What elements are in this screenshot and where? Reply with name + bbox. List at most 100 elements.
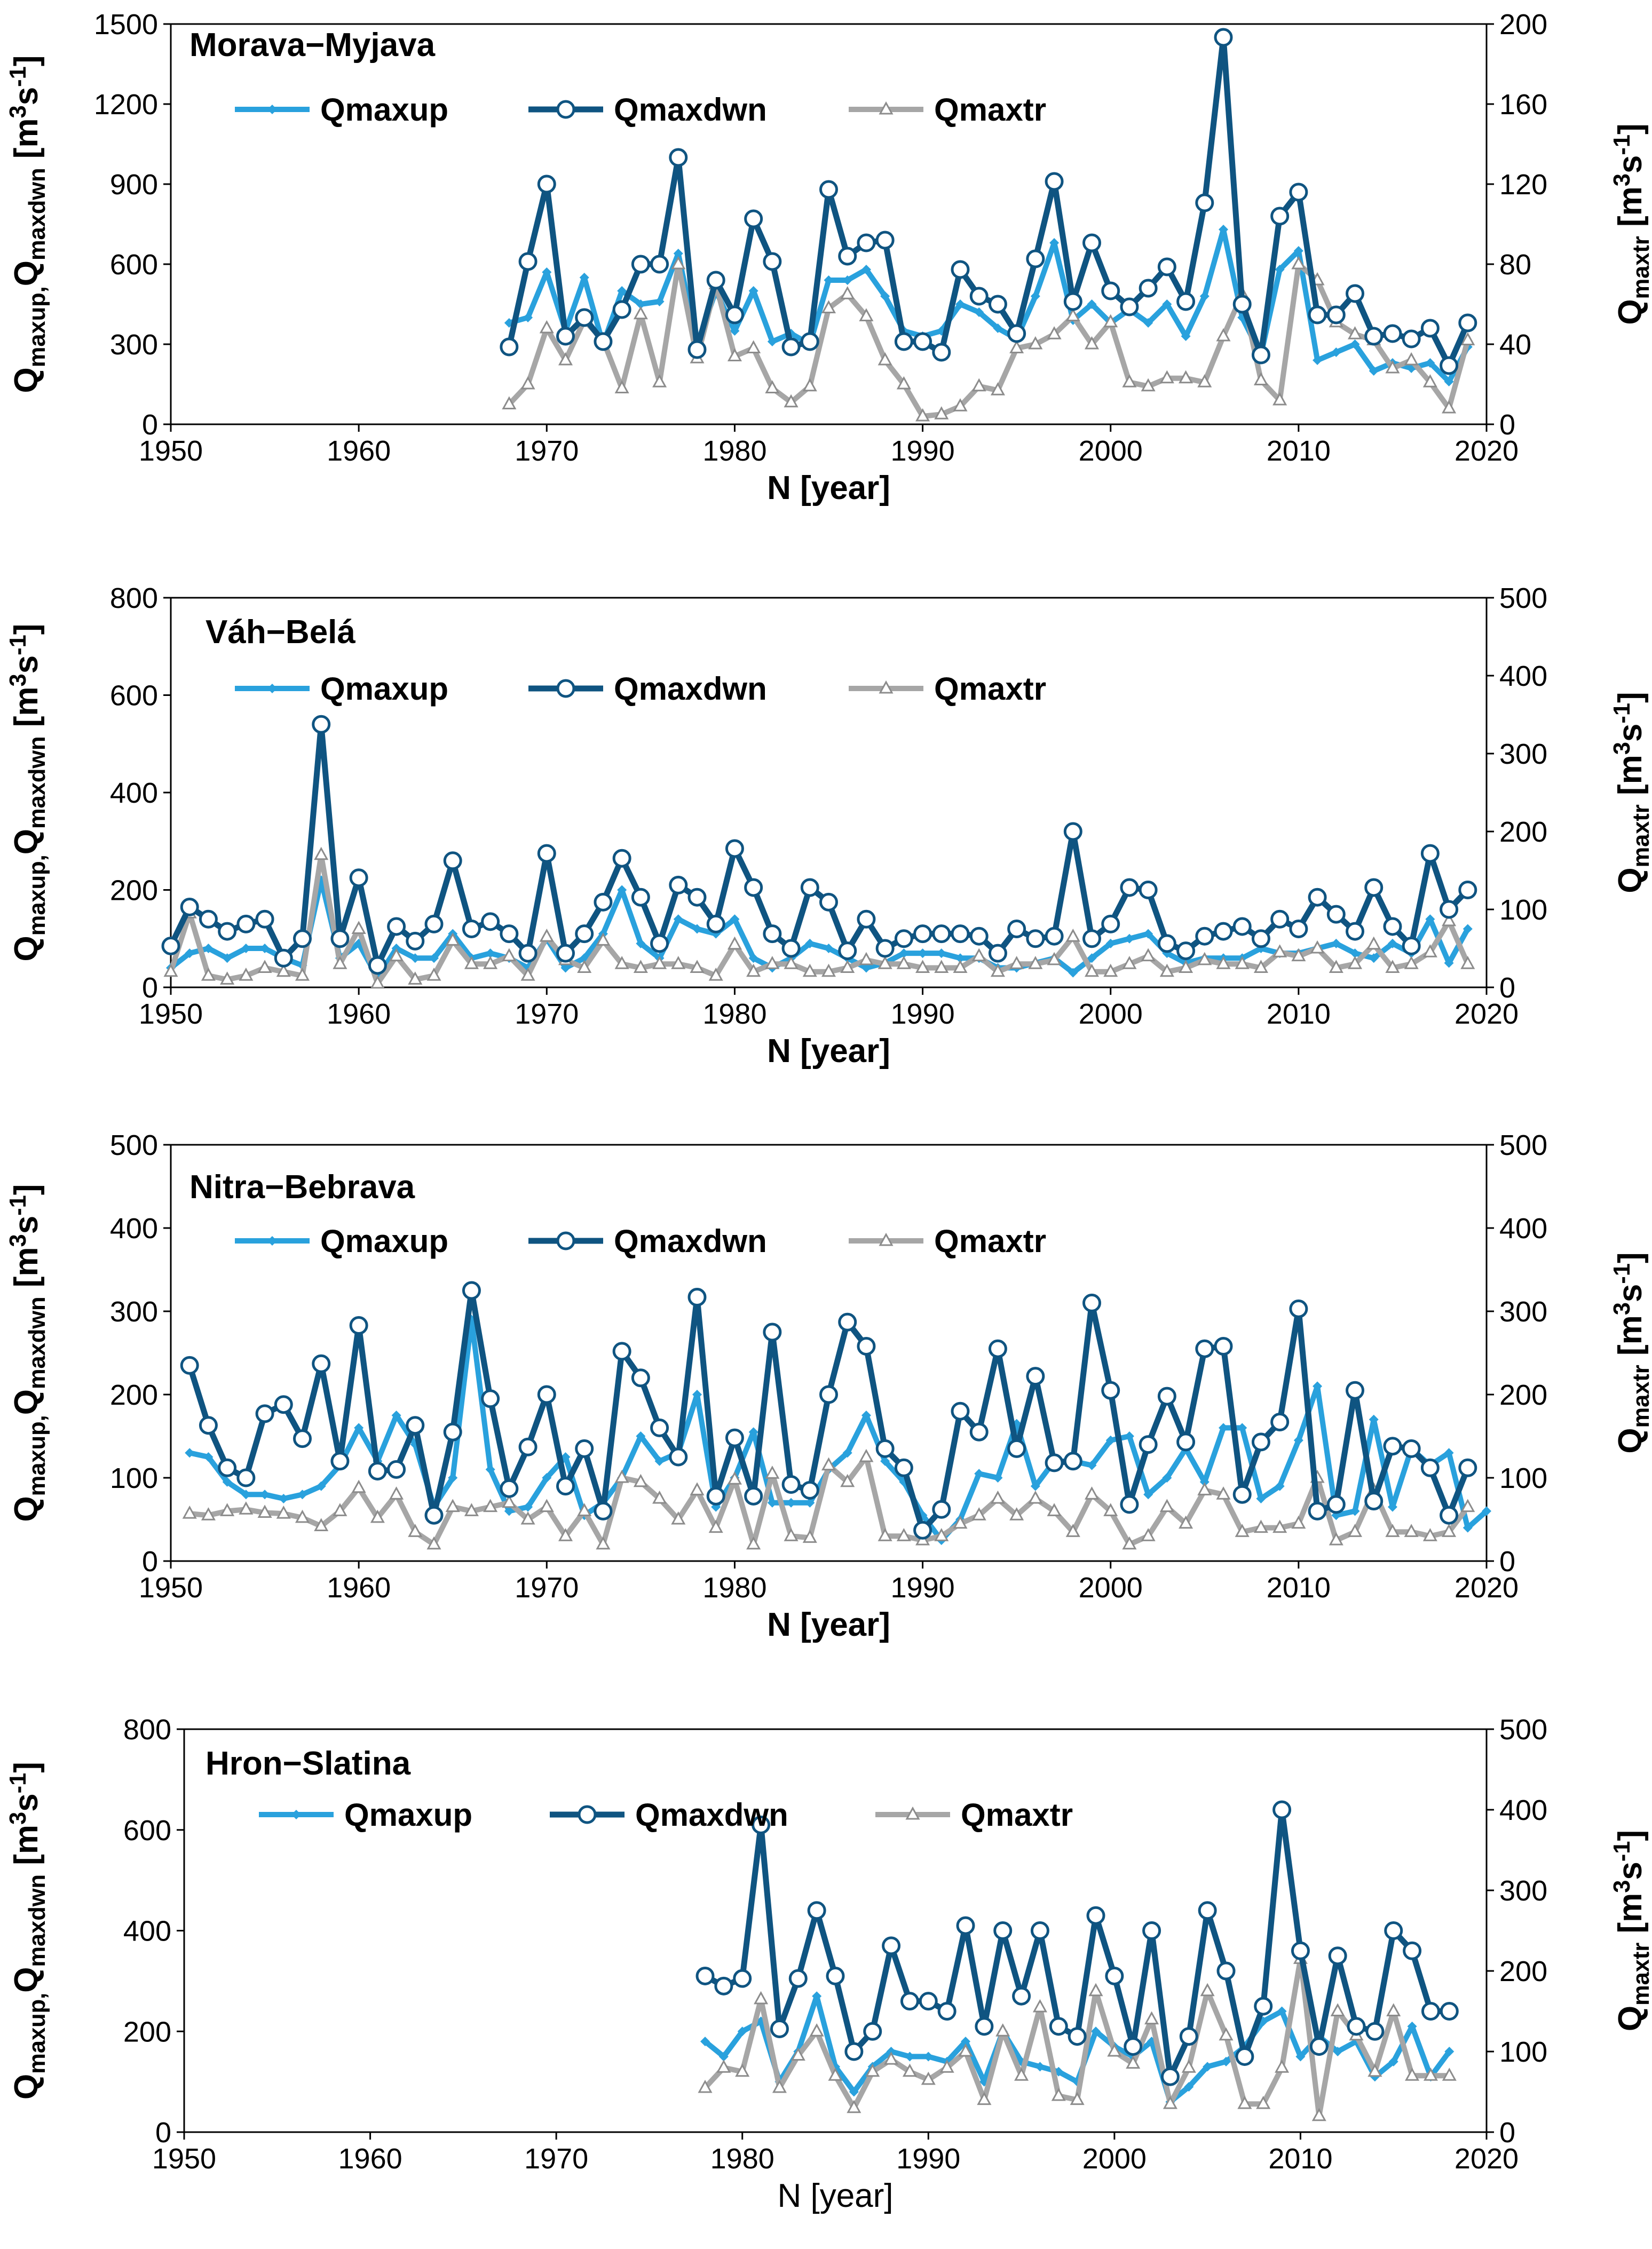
data-point-Qmaxtr [295, 1509, 310, 1523]
data-point-Qmaxup [1482, 1506, 1491, 1516]
data-point-Qmaxdwn [631, 888, 650, 907]
data-point-Qmaxdwn [1105, 1966, 1124, 1985]
data-point-Qmaxdwn [932, 924, 951, 944]
legend: Qmaxup Qmaxdwn Qmaxtr [235, 671, 1046, 707]
data-point-Qmaxtr [257, 1504, 272, 1518]
data-point-Qmaxup [185, 1448, 195, 1458]
data-point-Qmaxdwn [1195, 1339, 1214, 1358]
data-point-Qmaxdwn [826, 1966, 845, 1985]
data-point-Qmaxdwn [894, 332, 913, 351]
y-left-tick-label: 0 [142, 1546, 158, 1578]
y-right-tick-label: 40 [1499, 329, 1531, 361]
data-point-Qmaxtr [1237, 2096, 1252, 2109]
data-point-Qmaxup [805, 1498, 815, 1508]
data-point-Qmaxdwn [274, 948, 293, 968]
legend-label-Qmaxtr: Qmaxtr [934, 671, 1046, 707]
legend-label-Qmaxdwn: Qmaxdwn [614, 1223, 767, 1259]
legend-label-Qmaxup: Qmaxup [320, 1223, 448, 1259]
data-point-Qmaxup [1237, 1423, 1247, 1433]
legend-label-Qmaxdwn: Qmaxdwn [635, 1797, 788, 1833]
data-point-Qmaxdwn [669, 1447, 688, 1467]
data-point-Qmaxtr [1460, 956, 1475, 969]
series-Qmaxtr [163, 846, 1475, 989]
data-point-Qmaxup [718, 2052, 729, 2062]
y-right-tick-label: 0 [1499, 2117, 1515, 2149]
data-point-Qmaxup [700, 2037, 710, 2047]
data-point-Qmaxdwn [1101, 281, 1120, 300]
data-point-Qmaxtr [896, 956, 911, 969]
data-point-Qmaxdwn [875, 231, 895, 250]
x-tick-label: 2000 [1079, 998, 1143, 1030]
data-point-Qmaxtr [735, 2063, 750, 2077]
data-point-Qmaxup [918, 948, 928, 959]
data-point-Qmaxdwn [669, 875, 688, 894]
data-point-Qmaxtr [1385, 360, 1400, 374]
data-point-Qmaxup [1333, 2047, 1343, 2056]
data-point-Qmaxup [523, 1502, 533, 1512]
data-point-Qmaxtr [1028, 956, 1043, 969]
data-point-Qmaxtr [333, 1503, 347, 1516]
data-point-Qmaxtr [1084, 1486, 1100, 1500]
data-point-Qmaxdwn [788, 1969, 808, 1988]
data-point-Qmaxup [673, 914, 683, 924]
data-point-Qmaxtr [1329, 960, 1343, 973]
data-point-Qmaxdwn [556, 327, 575, 346]
data-point-Qmaxtr [1122, 1536, 1137, 1550]
x-tick-label: 1980 [702, 435, 766, 467]
data-point-Qmaxtr [765, 956, 780, 969]
data-point-Qmaxup [737, 2026, 747, 2037]
data-point-Qmaxtr [1253, 372, 1268, 385]
data-point-Qmaxdwn [1383, 324, 1402, 343]
data-point-Qmaxtr [746, 963, 761, 977]
data-point-Qmaxdwn [1270, 207, 1290, 226]
data-point-Qmaxtr [971, 378, 986, 392]
data-point-Qmaxtr [1275, 2060, 1290, 2073]
data-point-Qmaxup [523, 313, 533, 322]
x-tick-label: 2000 [1079, 1572, 1143, 1604]
data-point-Qmaxdwn [1063, 1452, 1082, 1471]
data-point-Qmaxup [1463, 924, 1473, 934]
data-point-Qmaxtr [1385, 1524, 1400, 1537]
data-point-Qmaxtr [520, 376, 535, 390]
data-point-Qmaxtr [802, 378, 817, 392]
data-point-Qmaxup [1203, 2062, 1213, 2072]
x-tick-label: 2020 [1455, 998, 1519, 1030]
data-point-Qmaxup [673, 249, 683, 258]
y-right-tick-label: 200 [1499, 1379, 1547, 1411]
x-tick-label: 1990 [896, 2143, 960, 2175]
data-point-Qmaxdwn [1291, 1941, 1310, 1960]
data-point-Qmaxdwn [1086, 1906, 1105, 1925]
legend-label-Qmaxup: Qmaxup [344, 1797, 472, 1833]
data-point-Qmaxtr [1405, 2068, 1420, 2081]
data-point-Qmaxdwn [518, 944, 538, 963]
data-point-Qmaxdwn [1068, 2027, 1087, 2046]
data-point-Qmaxtr [333, 956, 347, 969]
series-Qmaxdwn [695, 1800, 1459, 2086]
data-point-Qmaxdwn [594, 892, 613, 912]
data-point-Qmaxdwn [1007, 324, 1026, 343]
x-tick-label: 1970 [515, 1572, 579, 1604]
data-point-Qmaxtr [314, 846, 329, 860]
data-point-Qmaxtr [276, 1505, 291, 1519]
y-right-tick-label: 300 [1499, 1875, 1547, 1907]
data-point-Qmaxdwn [807, 1901, 826, 1920]
data-point-Qmaxdwn [781, 939, 801, 958]
data-point-Qmaxdwn [612, 849, 631, 868]
data-point-Qmaxdwn [763, 252, 782, 271]
data-point-Qmaxtr [1028, 1490, 1043, 1504]
data-point-Qmaxdwn [650, 1418, 669, 1437]
data-point-Qmaxtr [821, 1457, 836, 1471]
data-point-Qmaxdwn [1082, 929, 1101, 948]
data-point-Qmaxup [786, 1498, 796, 1508]
data-point-Qmaxtr [671, 256, 686, 270]
data-point-Qmaxup [748, 953, 758, 963]
series-line-Qmaxup [508, 227, 1471, 384]
data-point-Qmaxdwn [800, 332, 819, 351]
data-point-Qmaxup [1444, 2047, 1455, 2056]
data-point-Qmaxup [485, 948, 495, 959]
data-point-Qmaxup [842, 275, 852, 285]
legend: Qmaxup Qmaxdwn Qmaxtr [235, 92, 1046, 128]
data-point-Qmaxdwn [1440, 356, 1459, 375]
data-point-Qmaxdwn [932, 1500, 951, 1519]
